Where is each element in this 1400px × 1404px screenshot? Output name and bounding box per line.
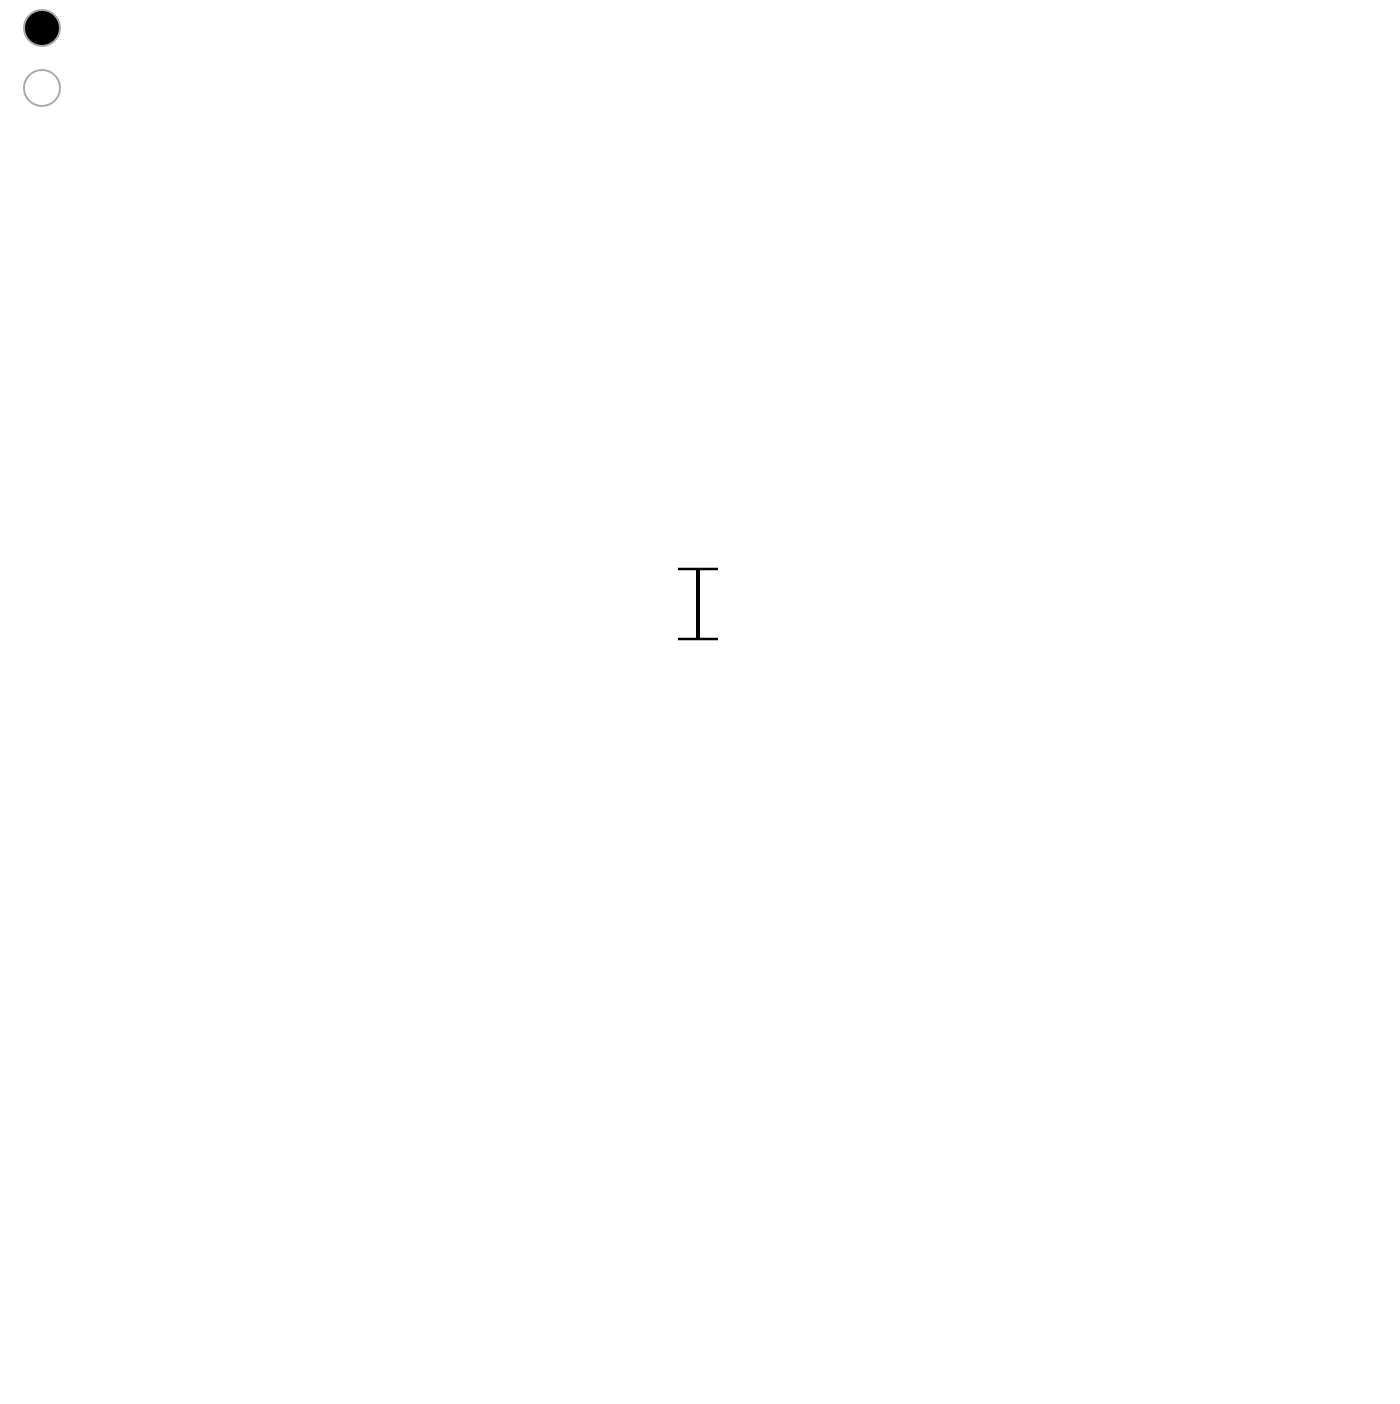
new-moon-icon bbox=[23, 9, 61, 47]
center-text-block bbox=[430, 690, 970, 746]
legend bbox=[23, 9, 61, 107]
scale-bar bbox=[678, 567, 718, 641]
full-moon-icon bbox=[23, 69, 61, 107]
